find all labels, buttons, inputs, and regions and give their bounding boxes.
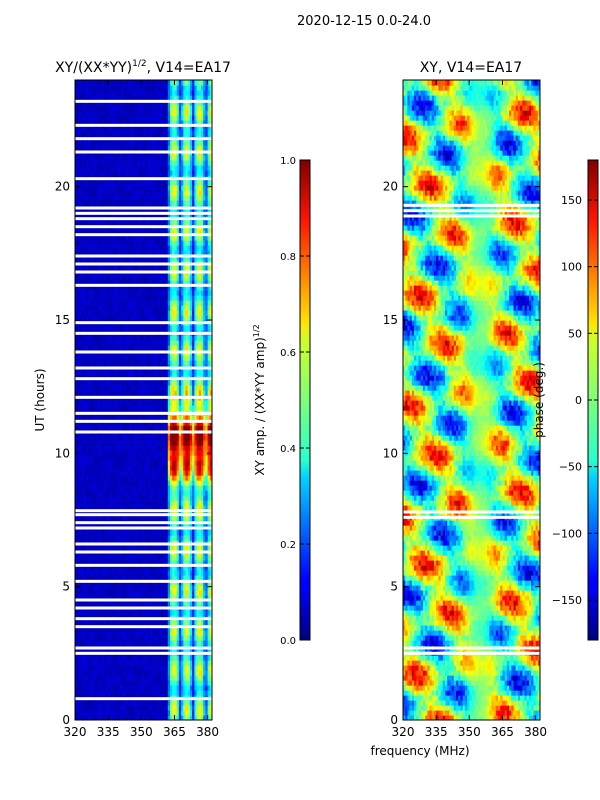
figure-suptitle: 2020-12-15 0.0-24.0 [297, 14, 431, 29]
flagged-time-stripe [75, 646, 212, 650]
x-tick-label: 365 [163, 725, 186, 739]
colorbar-tick-label: 0 [575, 394, 582, 407]
flagged-time-stripe [403, 651, 540, 655]
colorbar-tick-label: 50 [568, 327, 582, 340]
flagged-time-stripe [75, 283, 212, 287]
colorbar-tick-label: 100 [561, 261, 582, 274]
flagged-time-stripe [75, 254, 212, 258]
flagged-time-stripe [403, 209, 540, 213]
flagged-time-stripe [75, 430, 212, 434]
x-tick-label: 335 [425, 725, 448, 739]
amplitude-colorbar-ticks: 0.0 0.2 0.4 0.6 0.8 1.0 [280, 156, 310, 647]
amplitude-colorbar-gradient [299, 159, 311, 641]
flagged-time-stripe [75, 217, 212, 221]
colorbar-tick-label: −50 [559, 461, 582, 474]
y-tick-label: 0 [62, 713, 70, 727]
colorbar-tick-label: 1.0 [280, 156, 296, 167]
flagged-time-stripe [75, 377, 212, 381]
flagged-time-stripe [75, 419, 212, 423]
flagged-time-stripe [75, 150, 212, 154]
flagged-time-stripe [75, 697, 212, 701]
flagged-time-stripe [75, 233, 212, 237]
flagged-time-stripe [75, 509, 212, 513]
phase-axes: 320 335 350 365 380 0 5 10 15 20 [383, 80, 547, 739]
y-tick-label: 20 [383, 180, 398, 194]
flagged-time-stripe [75, 513, 212, 517]
y-tick-label: 15 [383, 313, 398, 327]
amplitude-panel-title: XY/(XX*YY)1/2, V14=EA17 [55, 59, 231, 76]
amplitude-heatmap [75, 80, 212, 720]
colorbar-tick-label: −100 [552, 527, 582, 540]
phase-axes-frame [402, 79, 541, 721]
colorbar-tick-label: 0.0 [280, 636, 296, 647]
colorbar-tick-label: 0.6 [280, 348, 296, 359]
flagged-time-stripe [75, 99, 212, 103]
flagged-time-stripe [75, 123, 212, 127]
x-axis-label: frequency (MHz) [370, 744, 469, 758]
phase-colorbar: −150 −100 −50 0 50 100 150 phase (deg.) [532, 159, 599, 641]
y-tick-label: 5 [62, 580, 70, 594]
flagged-time-stripe [75, 270, 212, 274]
phase-colorbar-label: phase (deg.) [532, 362, 546, 438]
colorbar-tick-label: 0.8 [280, 252, 296, 263]
flagged-time-stripe [75, 550, 212, 554]
flagged-time-stripe [75, 625, 212, 629]
phase-panel-title: XY, V14=EA17 [420, 60, 522, 76]
flagged-time-stripe [75, 526, 212, 530]
x-tick-label: 380 [196, 725, 219, 739]
y-tick-label: 20 [55, 180, 70, 194]
flagged-time-stripe [403, 510, 540, 514]
y-axis-label: UT (hours) [33, 368, 47, 431]
flagged-time-stripe [403, 214, 540, 218]
colorbar-tick-label: 0.2 [280, 540, 296, 551]
x-tick-label: 350 [130, 725, 153, 739]
flagged-time-stripe [75, 563, 212, 567]
y-tick-label: 0 [390, 713, 398, 727]
amplitude-colorbar-label: XY amp. / (XX*YY amp)1/2 [252, 324, 267, 475]
flagged-time-stripe [403, 203, 540, 207]
flagged-time-stripe [75, 395, 212, 399]
y-tick-label: 10 [55, 446, 70, 460]
x-tick-label: 335 [97, 725, 120, 739]
colorbar-tick-label: 150 [561, 194, 582, 207]
colorbar-tick-label: 0.4 [280, 444, 296, 455]
amplitude-panel: XY/(XX*YY)1/2, V14=EA17 320 335 350 365 380 0… [33, 59, 231, 739]
amplitude-colorbar: 0.0 0.2 0.4 0.6 0.8 1.0 XY amp. / (XX*YY amp)… [252, 156, 311, 647]
flagged-time-stripe [75, 366, 212, 370]
flagged-time-stripe [403, 515, 540, 519]
phase-panel: XY, V14=EA17 320 335 350 365 380 0 5 10 15 20 fre… [370, 60, 547, 758]
x-tick-label: 350 [458, 725, 481, 739]
x-tick-label: 380 [524, 725, 547, 739]
flagged-time-stripe [75, 542, 212, 546]
flagged-time-stripe [75, 211, 212, 215]
y-tick-label: 10 [383, 446, 398, 460]
flagged-time-stripe [75, 606, 212, 610]
flagged-time-stripe [403, 646, 540, 650]
flagged-time-stripe [75, 206, 212, 210]
phase-heatmap [403, 80, 540, 720]
phase-colorbar-ticks: −150 −100 −50 0 50 100 150 [552, 194, 598, 607]
x-tick-label: 320 [392, 725, 415, 739]
x-tick-label: 320 [64, 725, 87, 739]
flagged-time-stripe [75, 137, 212, 141]
flagged-time-stripe [75, 598, 212, 602]
flagged-time-stripe [75, 617, 212, 621]
amplitude-axes: 320 335 350 365 380 0 5 10 15 20 [55, 80, 219, 739]
flagged-time-stripe [75, 321, 212, 325]
flagged-time-stripe [75, 225, 212, 229]
x-tick-label: 365 [491, 725, 514, 739]
flagged-time-stripe [75, 177, 212, 181]
flagged-time-stripe [75, 579, 212, 583]
flagged-time-stripe [75, 411, 212, 415]
flagged-time-stripe [75, 350, 212, 354]
y-tick-label: 15 [55, 313, 70, 327]
colorbar-tick-label: −150 [552, 594, 582, 607]
flagged-time-stripe [75, 262, 212, 266]
flagged-time-stripe [75, 651, 212, 655]
flagged-time-stripe [75, 331, 212, 335]
flagged-time-stripe [75, 521, 212, 525]
amplitude-axes-frame [74, 79, 213, 721]
y-tick-label: 5 [390, 580, 398, 594]
